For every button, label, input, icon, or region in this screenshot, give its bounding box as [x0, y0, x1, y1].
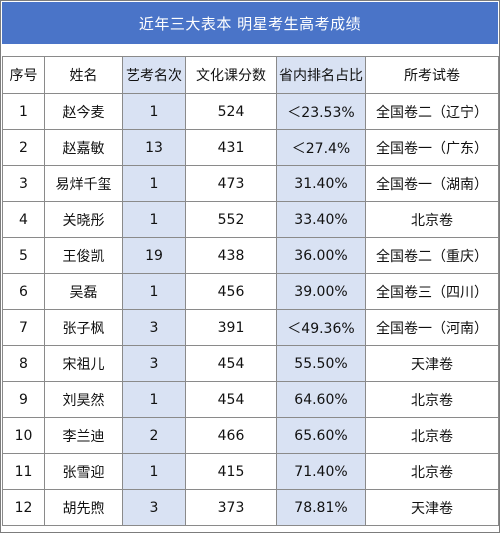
cell-exam-paper: 北京卷 [365, 381, 499, 418]
cell-no: 5 [2, 237, 45, 274]
cell-culture-score: 466 [185, 417, 277, 454]
cell-province-rank-pct: ＜23.53% [276, 93, 366, 130]
cell-name: 赵嘉敏 [44, 129, 123, 166]
header-no: 序号 [2, 56, 45, 94]
cell-art-rank: 1 [122, 165, 186, 202]
cell-province-rank-pct: 64.60% [276, 381, 366, 418]
table-row: 4 关晓彤 1 552 33.40% 北京卷 [2, 201, 499, 238]
cell-province-rank-pct: ＜49.36% [276, 309, 366, 346]
cell-province-rank-pct: 33.40% [276, 201, 366, 238]
cell-exam-paper: 全国卷一（河南） [365, 309, 499, 346]
table-row: 9 刘昊然 1 454 64.60% 北京卷 [2, 381, 499, 418]
table-row: 10 李兰迪 2 466 65.60% 北京卷 [2, 417, 499, 454]
header-row: 序号 姓名 艺考名次 文化课分数 省内排名占比 所考试卷 [2, 56, 499, 94]
cell-art-rank: 3 [122, 345, 186, 382]
table-title: 近年三大表本 明星考生高考成绩 [2, 2, 498, 44]
cell-exam-paper: 全国卷一（湖南） [365, 165, 499, 202]
cell-name: 王俊凯 [44, 237, 123, 274]
cell-province-rank-pct: 36.00% [276, 237, 366, 274]
cell-no: 12 [2, 489, 45, 526]
cell-province-rank-pct: 55.50% [276, 345, 366, 382]
cell-name: 吴磊 [44, 273, 123, 310]
cell-culture-score: 391 [185, 309, 277, 346]
cell-province-rank-pct: 39.00% [276, 273, 366, 310]
table-row: 6 吴磊 1 456 39.00% 全国卷三（四川） [2, 273, 499, 310]
header-province-rank-pct: 省内排名占比 [276, 56, 366, 94]
cell-culture-score: 552 [185, 201, 277, 238]
cell-no: 9 [2, 381, 45, 418]
cell-art-rank: 1 [122, 381, 186, 418]
cell-art-rank: 3 [122, 309, 186, 346]
cell-culture-score: 524 [185, 93, 277, 130]
cell-art-rank: 1 [122, 93, 186, 130]
cell-no: 1 [2, 93, 45, 130]
cell-name: 刘昊然 [44, 381, 123, 418]
cell-culture-score: 373 [185, 489, 277, 526]
table-row: 3 易烊千玺 1 473 31.40% 全国卷一（湖南） [2, 165, 499, 202]
cell-art-rank: 1 [122, 273, 186, 310]
table-row: 2 赵嘉敏 13 431 ＜27.4% 全国卷一（广东） [2, 129, 499, 166]
table-row: 5 王俊凯 19 438 36.00% 全国卷二（重庆） [2, 237, 499, 274]
cell-province-rank-pct: ＜27.4% [276, 129, 366, 166]
cell-culture-score: 415 [185, 453, 277, 490]
cell-no: 6 [2, 273, 45, 310]
cell-name: 张雪迎 [44, 453, 123, 490]
table-row: 8 宋祖儿 3 454 55.50% 天津卷 [2, 345, 499, 382]
cell-exam-paper: 天津卷 [365, 345, 499, 382]
score-table: 序号 姓名 艺考名次 文化课分数 省内排名占比 所考试卷 1 赵今麦 1 524… [2, 56, 499, 526]
cell-exam-paper: 北京卷 [365, 417, 499, 454]
header-art-rank: 艺考名次 [122, 56, 186, 94]
cell-no: 3 [2, 165, 45, 202]
cell-art-rank: 1 [122, 201, 186, 238]
cell-culture-score: 454 [185, 345, 277, 382]
cell-province-rank-pct: 31.40% [276, 165, 366, 202]
table-row: 7 张子枫 3 391 ＜49.36% 全国卷一（河南） [2, 309, 499, 346]
cell-culture-score: 454 [185, 381, 277, 418]
cell-no: 11 [2, 453, 45, 490]
cell-no: 10 [2, 417, 45, 454]
cell-exam-paper: 全国卷二（辽宁） [365, 93, 499, 130]
cell-province-rank-pct: 65.60% [276, 417, 366, 454]
cell-exam-paper: 北京卷 [365, 201, 499, 238]
cell-no: 8 [2, 345, 45, 382]
cell-exam-paper: 北京卷 [365, 453, 499, 490]
cell-name: 易烊千玺 [44, 165, 123, 202]
cell-culture-score: 473 [185, 165, 277, 202]
header-exam-paper: 所考试卷 [365, 56, 499, 94]
table-row: 1 赵今麦 1 524 ＜23.53% 全国卷二（辽宁） [2, 93, 499, 130]
table-row: 11 张雪迎 1 415 71.40% 北京卷 [2, 453, 499, 490]
cell-name: 胡先煦 [44, 489, 123, 526]
cell-exam-paper: 全国卷二（重庆） [365, 237, 499, 274]
cell-exam-paper: 天津卷 [365, 489, 499, 526]
cell-exam-paper: 全国卷一（广东） [365, 129, 499, 166]
cell-province-rank-pct: 78.81% [276, 489, 366, 526]
cell-no: 4 [2, 201, 45, 238]
cell-art-rank: 19 [122, 237, 186, 274]
cell-art-rank: 1 [122, 453, 186, 490]
cell-name: 赵今麦 [44, 93, 123, 130]
header-culture-score: 文化课分数 [185, 56, 277, 94]
cell-art-rank: 3 [122, 489, 186, 526]
cell-exam-paper: 全国卷三（四川） [365, 273, 499, 310]
cell-art-rank: 13 [122, 129, 186, 166]
cell-culture-score: 431 [185, 129, 277, 166]
cell-no: 2 [2, 129, 45, 166]
cell-culture-score: 438 [185, 237, 277, 274]
cell-name: 李兰迪 [44, 417, 123, 454]
cell-province-rank-pct: 71.40% [276, 453, 366, 490]
header-name: 姓名 [44, 56, 123, 94]
cell-no: 7 [2, 309, 45, 346]
cell-name: 关晓彤 [44, 201, 123, 238]
cell-name: 张子枫 [44, 309, 123, 346]
cell-name: 宋祖儿 [44, 345, 123, 382]
table-row: 12 胡先煦 3 373 78.81% 天津卷 [2, 489, 499, 526]
cell-culture-score: 456 [185, 273, 277, 310]
cell-art-rank: 2 [122, 417, 186, 454]
